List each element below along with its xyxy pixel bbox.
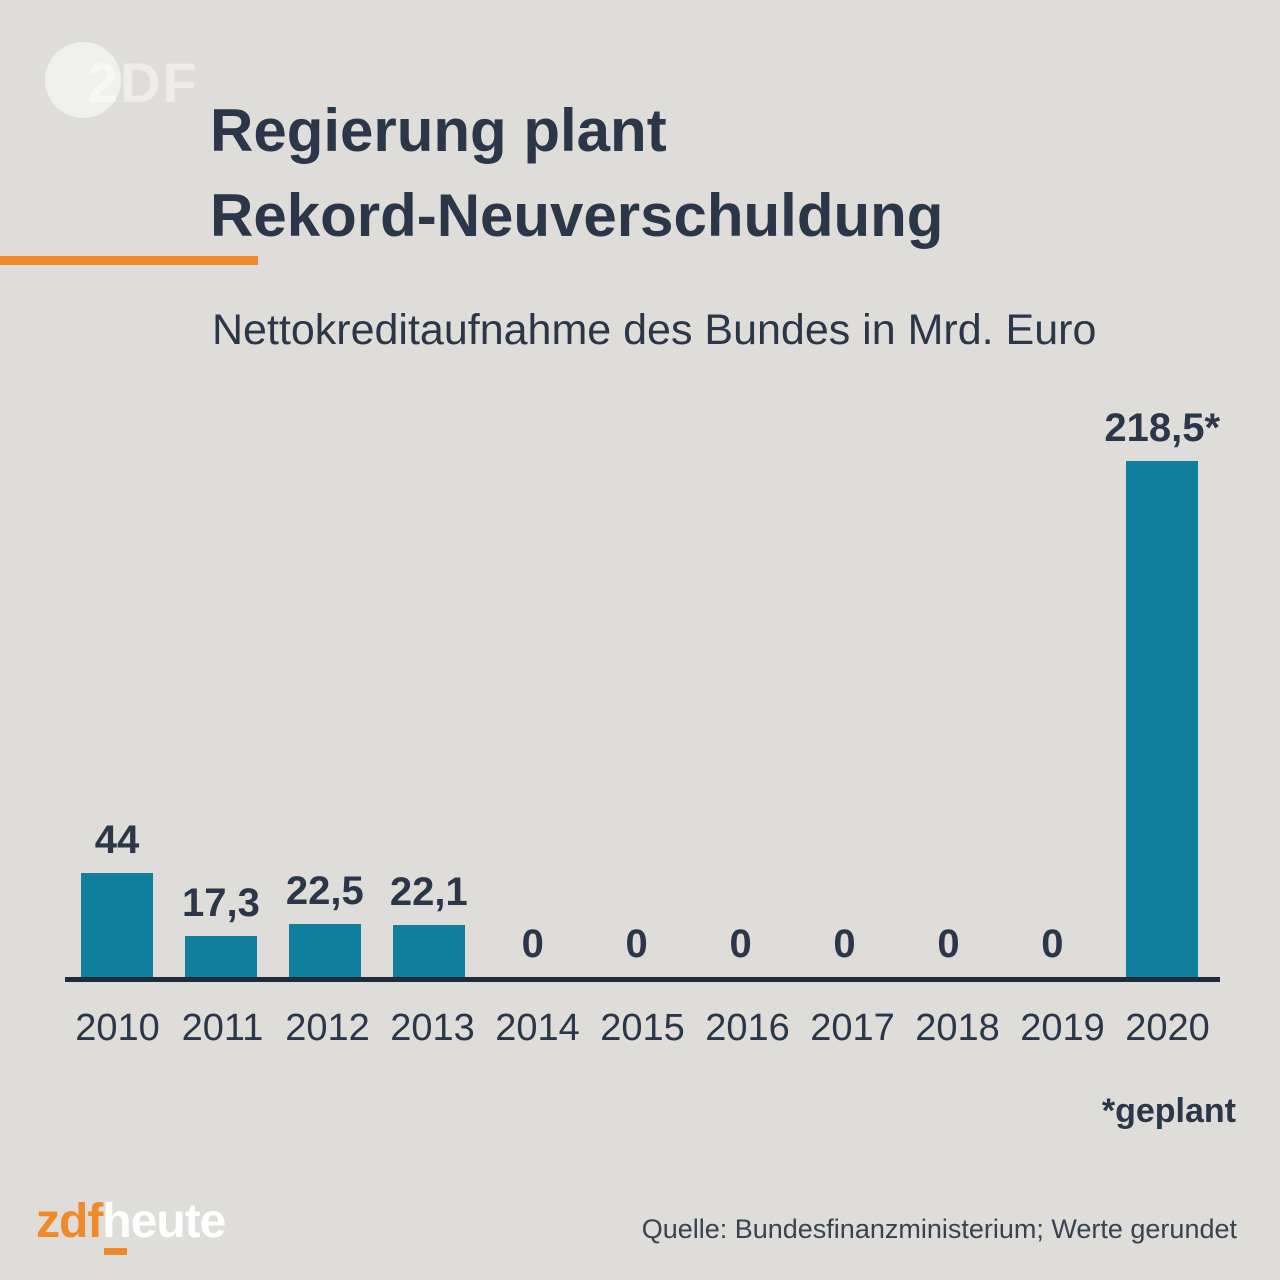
zdf-logo-circle — [45, 42, 121, 118]
source-attribution: Quelle: Bundesfinanzministerium; Werte g… — [641, 1214, 1237, 1244]
bar — [80, 873, 153, 977]
zdf-logo-watermark: 2DF — [45, 42, 245, 132]
x-axis-tick-label: 2016 — [705, 1007, 790, 1049]
bar-value-label: 0 — [833, 922, 856, 966]
footnote-geplant: *geplant — [1101, 1092, 1236, 1130]
bar-group: 0 — [585, 922, 689, 977]
x-axis-tick-label: 2011 — [181, 1007, 264, 1049]
x-axis-tick-label: 2015 — [600, 1007, 685, 1049]
chart-subtitle: Nettokreditaufnahme des Bundes in Mrd. E… — [212, 306, 1097, 354]
x-axis-tick-label: 2018 — [915, 1007, 1000, 1049]
bar-value-label: 44 — [94, 818, 140, 862]
zdfheute-logo-zdf: zdf — [36, 1195, 103, 1248]
bar-value-label: 22,5 — [285, 869, 364, 913]
zdfheute-logo-underscore — [104, 1248, 127, 1255]
bar-group: 22,1 — [377, 870, 481, 977]
x-axis-tick-label: 2014 — [495, 1007, 580, 1049]
page-title: Regierung plant Rekord-Neuverschuldung — [210, 88, 943, 258]
bar-group: 0 — [897, 922, 1001, 977]
bar-value-label: 17,3 — [181, 881, 260, 925]
bar-group: 17,3 — [169, 881, 273, 977]
x-axis-labels: 2010 2011 2012 2013 2014 2015 2016 2017 2018 2019… — [65, 1007, 1220, 1050]
bar-group: 0 — [689, 922, 793, 977]
zdfheute-logo-heute: heute — [102, 1195, 226, 1248]
x-axis-line — [65, 977, 1220, 982]
bar-chart: 44 17,3 22,5 22,1 0 0 0 0 0 0 218,5* 2010 2011 2012 2… — [65, 400, 1220, 1050]
page-title-line1: Regierung plant — [210, 97, 667, 164]
zdf-logo-text: 2DF — [87, 51, 199, 114]
x-axis-tick-label: 2012 — [285, 1007, 370, 1049]
bar — [1126, 461, 1199, 977]
bar-group: 0 — [1000, 922, 1104, 977]
x-axis-tick-label: 2010 — [75, 1007, 160, 1049]
bar-group: 0 — [793, 922, 897, 977]
bar-value-label: 0 — [937, 922, 960, 966]
bar-group: 22,5 — [273, 869, 377, 977]
x-axis-tick-label: 2013 — [390, 1007, 475, 1049]
bar — [184, 936, 257, 977]
x-axis-tick-label: 2017 — [810, 1007, 895, 1049]
x-axis-tick-label: 2019 — [1020, 1007, 1105, 1049]
bar-group: 0 — [481, 922, 585, 977]
bar-value-label: 0 — [625, 922, 648, 966]
bar-group: 218,5* — [1104, 406, 1220, 977]
zdfheute-logo: zdfheute — [36, 1194, 226, 1264]
bar-value-label: 0 — [1041, 922, 1064, 966]
bar — [392, 925, 465, 977]
bar — [288, 924, 361, 977]
x-axis-tick-label: 2020 — [1125, 1007, 1210, 1049]
page-title-line2: Rekord-Neuverschuldung — [210, 182, 944, 249]
bar-value-label: 0 — [521, 922, 544, 966]
bar-value-label: 218,5* — [1104, 406, 1221, 450]
chart-bars: 44 17,3 22,5 22,1 0 0 0 0 0 0 218,5* — [65, 400, 1220, 977]
bar-value-label: 22,1 — [389, 870, 468, 914]
bar-value-label: 0 — [729, 922, 752, 966]
bar-group: 44 — [65, 818, 169, 977]
title-accent-rule — [0, 256, 258, 265]
